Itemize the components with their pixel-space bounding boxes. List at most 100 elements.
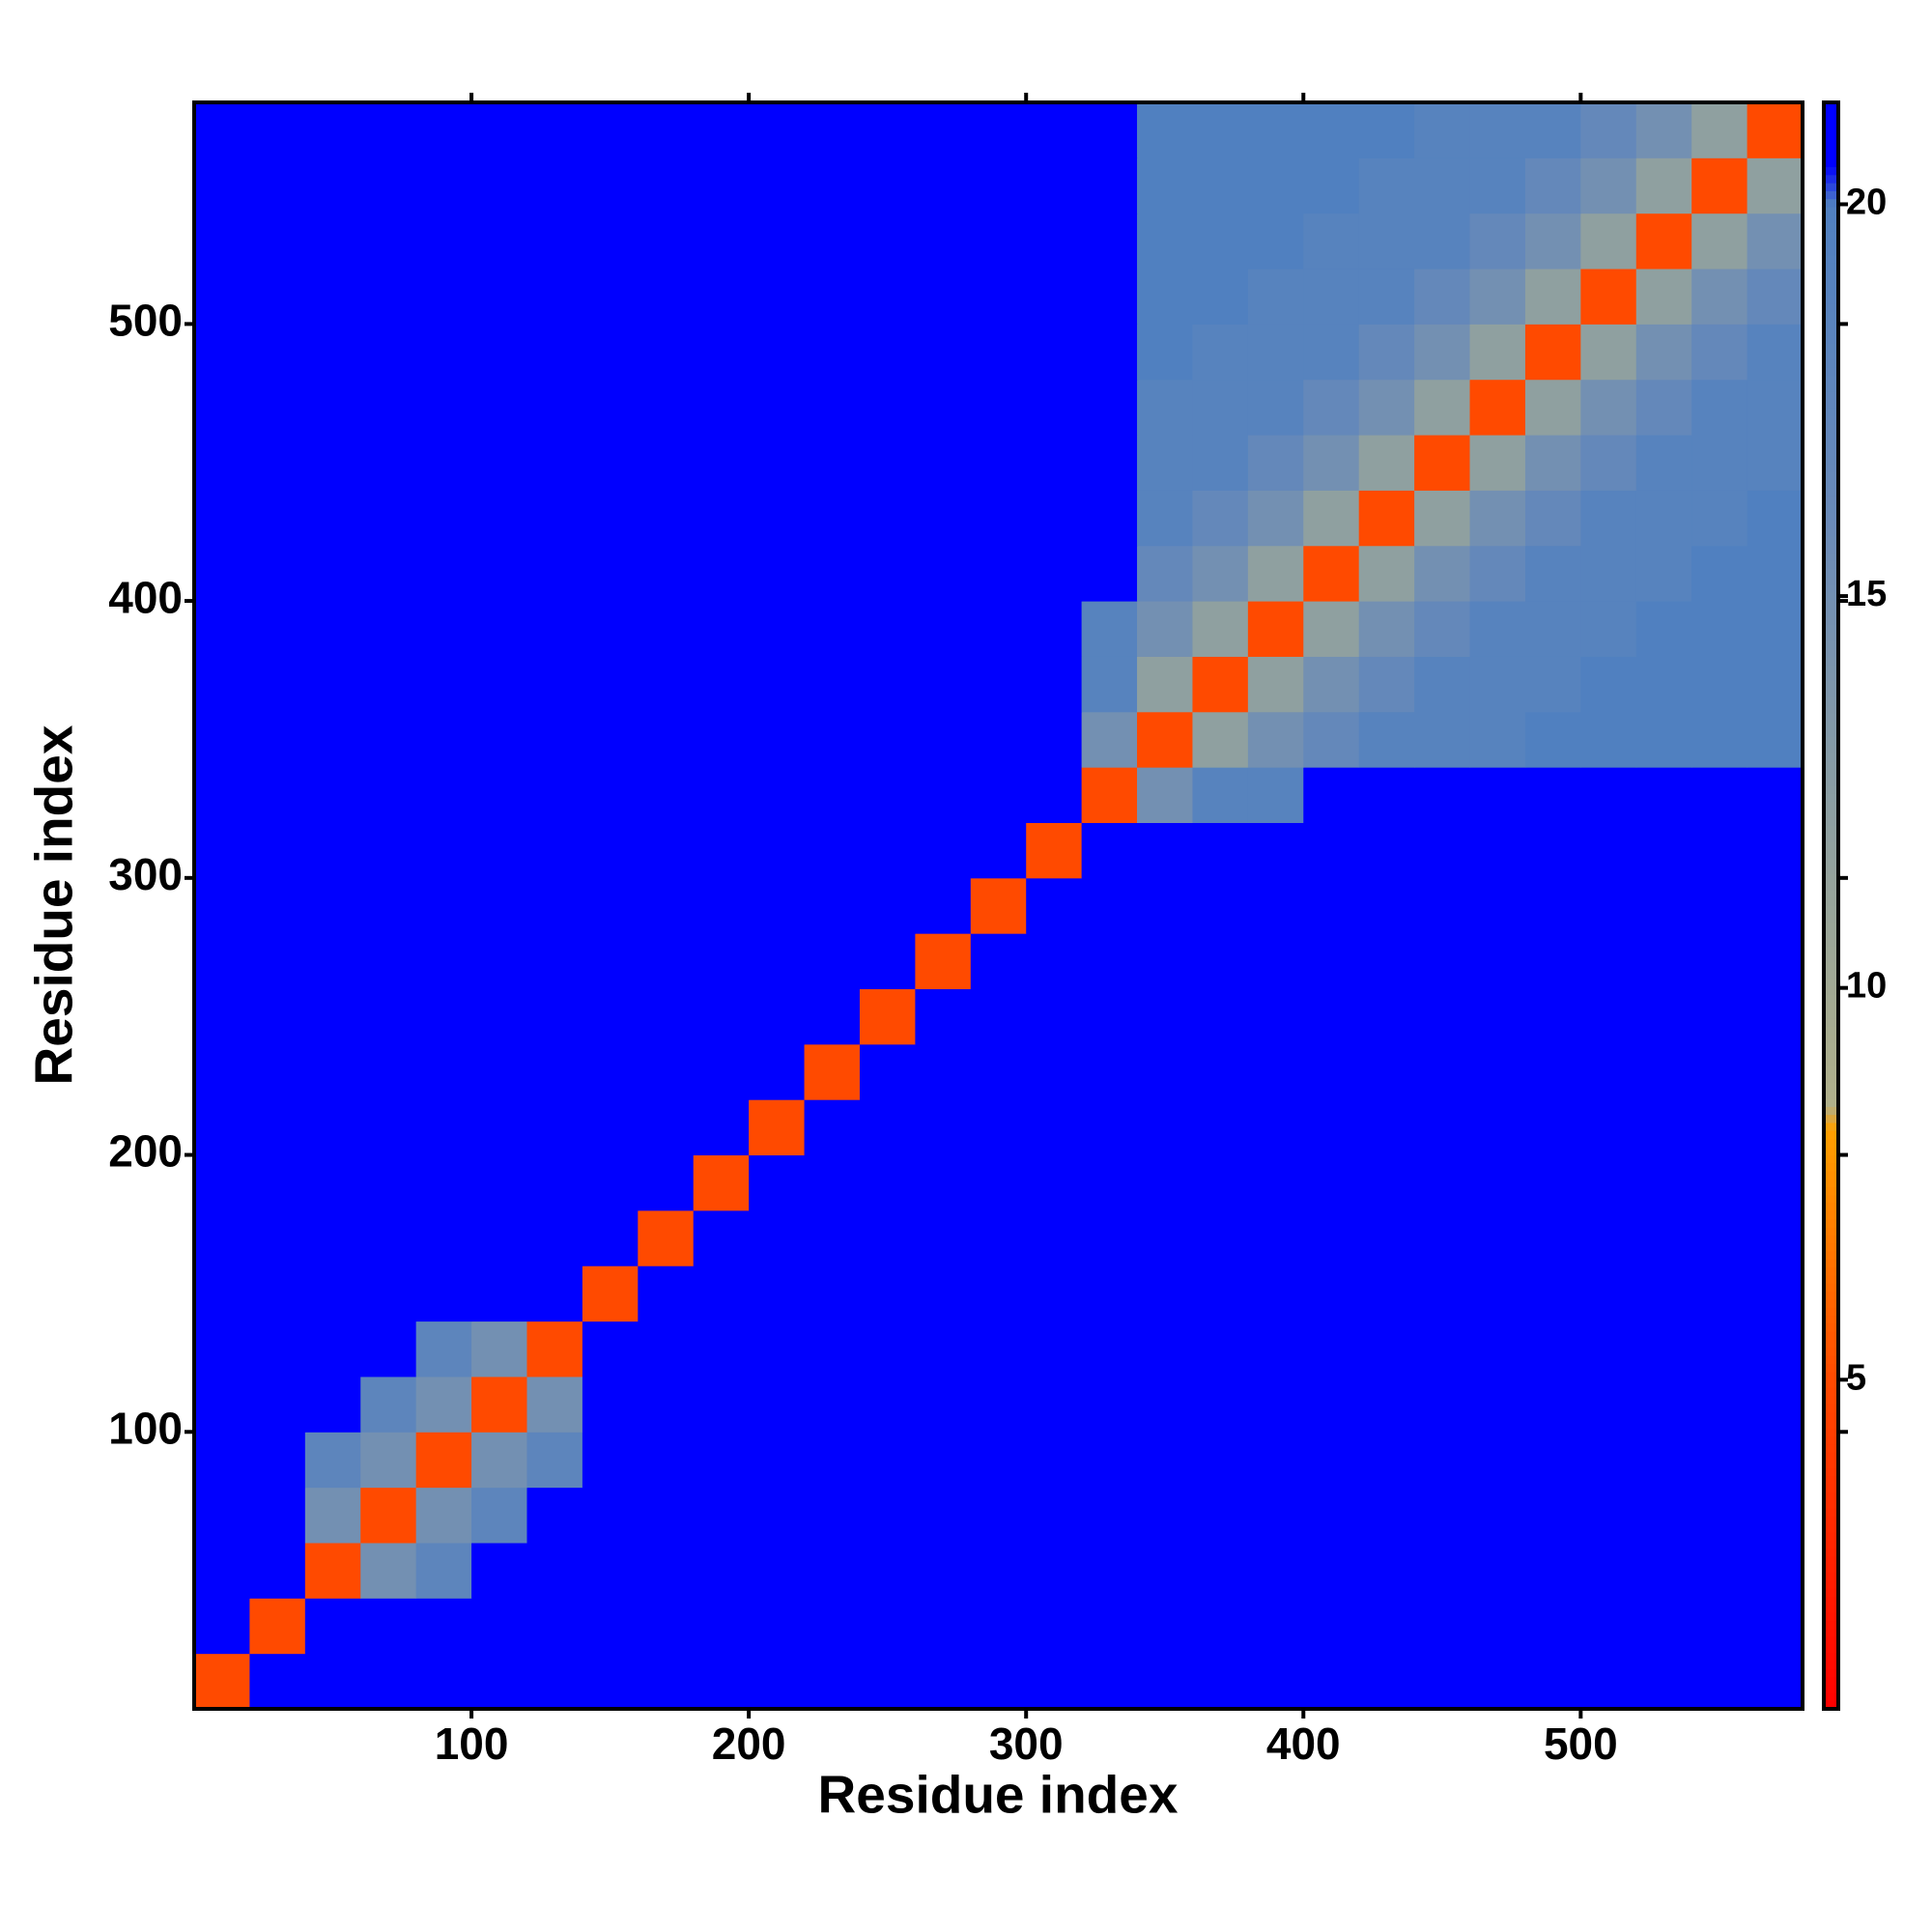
- heatmap-cell: [304, 1265, 361, 1322]
- heatmap-cell: [749, 435, 806, 491]
- heatmap-cell: [194, 102, 250, 158]
- heatmap-cell: [1524, 1653, 1581, 1710]
- heatmap-cell: [582, 1321, 639, 1378]
- heatmap-cell: [1192, 545, 1249, 602]
- heatmap-cell: [749, 379, 806, 436]
- heatmap-cell: [1691, 545, 1748, 602]
- heatmap-cell: [1747, 988, 1804, 1045]
- colorbar-segment: [1824, 1331, 1838, 1341]
- heatmap-cell: [194, 379, 250, 436]
- colorbar-segment: [1824, 817, 1838, 826]
- heatmap-cell: [1747, 1487, 1804, 1544]
- heatmap-cell: [1247, 545, 1304, 602]
- heatmap-cell: [1026, 324, 1083, 381]
- heatmap-cell: [1747, 656, 1804, 713]
- heatmap-cell: [1469, 1099, 1526, 1156]
- heatmap-cell: [1580, 324, 1637, 381]
- heatmap-cell: [1137, 1376, 1193, 1433]
- heatmap-cell: [1691, 601, 1748, 657]
- heatmap-cell: [1192, 1099, 1249, 1156]
- heatmap-cell: [1303, 601, 1360, 657]
- heatmap-cell: [1358, 269, 1415, 325]
- heatmap-cell: [304, 767, 361, 823]
- heatmap-cell: [526, 1265, 583, 1322]
- heatmap-cell: [1414, 822, 1471, 879]
- heatmap-cell: [1691, 157, 1748, 214]
- heatmap-cell: [859, 324, 916, 381]
- heatmap-cell: [1414, 711, 1471, 768]
- heatmap-cell: [1247, 1154, 1304, 1211]
- colorbar-segment: [1824, 905, 1838, 915]
- heatmap-cell: [1247, 656, 1304, 713]
- heatmap-cell: [1635, 1321, 1692, 1378]
- heatmap-cell: [859, 1154, 916, 1211]
- heatmap-cell: [1691, 1154, 1748, 1211]
- heatmap-cell: [1081, 933, 1138, 990]
- y-tick-label: 400: [108, 572, 183, 622]
- heatmap-cell: [693, 213, 750, 270]
- colorbar-segment: [1824, 1266, 1838, 1276]
- colorbar-segment: [1824, 1523, 1838, 1533]
- heatmap-cell: [471, 1542, 527, 1599]
- heatmap-cell: [1580, 213, 1637, 270]
- heatmap-cell: [304, 1321, 361, 1378]
- heatmap-cell: [638, 1487, 695, 1544]
- colorbar-segment: [1824, 784, 1838, 794]
- heatmap-cell: [859, 822, 916, 879]
- heatmap-cell: [915, 1043, 972, 1100]
- heatmap-cell: [582, 877, 639, 934]
- heatmap-cell: [859, 157, 916, 214]
- heatmap-cell: [1524, 767, 1581, 823]
- heatmap-cell: [1192, 269, 1249, 325]
- heatmap-cell: [970, 1598, 1027, 1655]
- heatmap-cell: [1081, 988, 1138, 1045]
- heatmap-cell: [1580, 822, 1637, 879]
- heatmap-cell: [1192, 933, 1249, 990]
- heatmap-cell: [804, 213, 861, 270]
- heatmap-cell: [1747, 157, 1804, 214]
- colorbar-segment: [1824, 1355, 1838, 1364]
- heatmap-cell: [415, 1209, 472, 1266]
- heatmap-cell: [804, 1653, 861, 1710]
- colorbar-segment: [1824, 1034, 1838, 1043]
- heatmap-cell: [1137, 545, 1193, 602]
- heatmap-cell: [1081, 1487, 1138, 1544]
- heatmap-cell: [915, 269, 972, 325]
- heatmap-cell: [415, 269, 472, 325]
- heatmap-cell: [1081, 1542, 1138, 1599]
- heatmap-cell: [1303, 1598, 1360, 1655]
- heatmap-cell: [1747, 933, 1804, 990]
- heatmap-cell: [304, 1598, 361, 1655]
- heatmap-cell: [471, 1099, 527, 1156]
- colorbar-segment: [1824, 1676, 1838, 1686]
- heatmap-cell: [526, 767, 583, 823]
- heatmap-cell: [693, 988, 750, 1045]
- heatmap-cell: [1026, 933, 1083, 990]
- colorbar-segment: [1824, 375, 1838, 384]
- heatmap-cell: [1247, 711, 1304, 768]
- colorbar-segment: [1824, 1315, 1838, 1324]
- heatmap-cell: [471, 1265, 527, 1322]
- heatmap-cell: [304, 933, 361, 990]
- heatmap-cell: [1192, 988, 1249, 1045]
- heatmap-cell: [859, 1265, 916, 1322]
- heatmap-cell: [582, 1432, 639, 1489]
- heatmap-cell: [360, 988, 417, 1045]
- heatmap-cell: [1026, 490, 1083, 547]
- heatmap-cell: [1192, 1598, 1249, 1655]
- heatmap-cell: [970, 1653, 1027, 1710]
- heatmap-cell: [1691, 1542, 1748, 1599]
- heatmap-cell: [1247, 1099, 1304, 1156]
- heatmap-cell: [1524, 490, 1581, 547]
- heatmap-cell: [1026, 601, 1083, 657]
- colorbar-segment: [1824, 1668, 1838, 1678]
- heatmap-cell: [638, 1432, 695, 1489]
- heatmap-cell: [471, 1432, 527, 1489]
- heatmap-cell: [749, 711, 806, 768]
- heatmap-cell: [360, 933, 417, 990]
- heatmap-cell: [1081, 269, 1138, 325]
- heatmap-cell: [249, 1099, 306, 1156]
- colorbar-segment: [1824, 488, 1838, 497]
- heatmap-cell: [360, 1432, 417, 1489]
- heatmap-cell: [638, 435, 695, 491]
